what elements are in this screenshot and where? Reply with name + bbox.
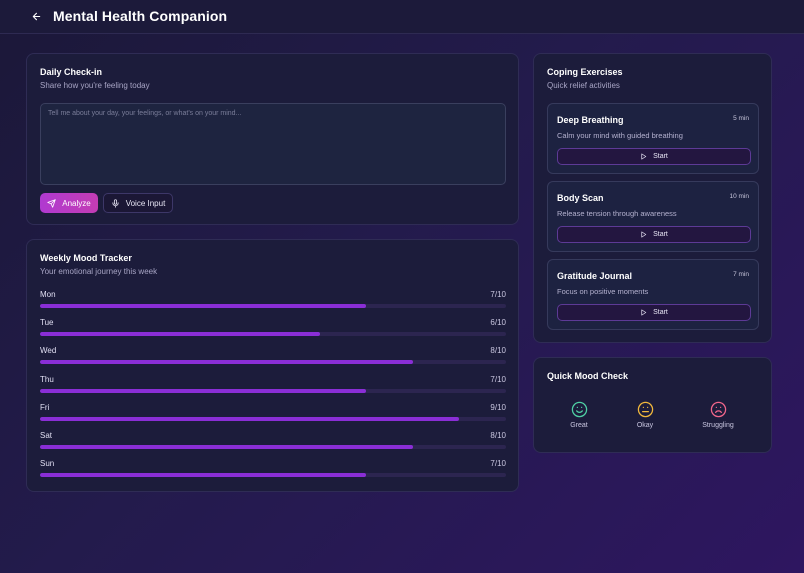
- exercise-title: Gratitude Journal: [557, 271, 633, 281]
- exercise-duration: 7 min: [733, 271, 749, 278]
- quick-mood-check-card: Quick Mood Check Great Okay Struggling: [533, 357, 772, 453]
- mood-option-label: Okay: [636, 422, 654, 429]
- tracker-subtitle: Your emotional journey this week: [40, 267, 158, 276]
- mood-bar-track: [40, 304, 506, 308]
- exercise-duration: 10 min: [729, 193, 749, 200]
- exercise-duration: 5 min: [733, 115, 749, 122]
- exercise-title: Body Scan: [557, 193, 604, 203]
- back-button[interactable]: [28, 8, 44, 24]
- mood-row: Mon 7/10: [40, 290, 506, 310]
- mood-bar-fill: [40, 445, 413, 449]
- mood-bar-fill: [40, 473, 367, 477]
- coping-title: Coping Exercises: [547, 67, 623, 77]
- mood-bar-fill: [40, 360, 413, 364]
- coping-subtitle: Quick relief activities: [547, 81, 620, 90]
- start-gratitude-journal-button[interactable]: Start: [557, 304, 751, 321]
- checkin-textarea[interactable]: [40, 103, 506, 185]
- microphone-icon: [112, 198, 119, 208]
- mood-day-label: Wed: [40, 346, 57, 355]
- mood-score: 8/10: [490, 346, 506, 355]
- mood-bar-track: [40, 445, 506, 449]
- mood-bar-fill: [40, 304, 367, 308]
- mood-option-struggling[interactable]: Struggling: [693, 401, 743, 435]
- start-body-scan-button[interactable]: Start: [557, 226, 751, 243]
- mood-bar-track: [40, 360, 506, 364]
- weekly-mood-tracker-card: Weekly Mood Tracker Your emotional journ…: [26, 239, 519, 492]
- voice-input-button[interactable]: Voice Input: [103, 193, 173, 213]
- mood-row: Sat 8/10: [40, 431, 506, 451]
- exercise-description: Release tension through awareness: [557, 209, 677, 218]
- exercise-card-deep-breathing: Deep Breathing 5 min Calm your mind with…: [547, 103, 759, 174]
- mood-bar-fill: [40, 389, 367, 393]
- analyze-button-label: Analyze: [62, 198, 91, 208]
- analyze-button[interactable]: Analyze: [40, 193, 98, 213]
- mood-bar-fill: [40, 417, 460, 421]
- exercise-description: Focus on positive moments: [557, 287, 649, 296]
- mood-option-great[interactable]: Great: [554, 401, 604, 435]
- play-icon: [641, 153, 647, 160]
- exercise-description: Calm your mind with guided breathing: [557, 131, 683, 140]
- mood-bar-fill: [40, 332, 320, 336]
- exercise-card-body-scan: Body Scan 10 min Release tension through…: [547, 181, 759, 252]
- mood-day-label: Fri: [40, 403, 50, 412]
- play-icon: [641, 309, 647, 316]
- start-button-label: Start: [653, 309, 668, 316]
- checkin-title: Daily Check-in: [40, 67, 103, 77]
- mood-day-label: Sat: [40, 431, 53, 440]
- mood-score: 7/10: [490, 290, 506, 299]
- mood-score: 8/10: [490, 431, 506, 440]
- mood-day-label: Sun: [40, 459, 55, 468]
- tracker-title: Weekly Mood Tracker: [40, 253, 132, 263]
- play-icon: [641, 231, 647, 238]
- checkin-subtitle: Share how you're feeling today: [40, 81, 150, 90]
- voice-input-label: Voice Input: [125, 198, 166, 208]
- mood-bar-track: [40, 417, 506, 421]
- neutral-face-icon: [637, 401, 653, 418]
- exercise-title: Deep Breathing: [557, 115, 624, 125]
- mood-bar-track: [40, 332, 506, 336]
- mood-row: Tue 6/10: [40, 318, 506, 338]
- mood-row: Thu 7/10: [40, 375, 506, 395]
- page-title: Mental Health Companion: [53, 8, 228, 24]
- arrow-left-icon: [32, 12, 40, 20]
- start-button-label: Start: [653, 153, 668, 160]
- mood-bar-track: [40, 473, 506, 477]
- daily-checkin-card: Daily Check-in Share how you're feeling …: [26, 53, 519, 225]
- mood-day-label: Thu: [40, 375, 54, 384]
- smile-icon: [571, 401, 587, 418]
- start-deep-breathing-button[interactable]: Start: [557, 148, 751, 165]
- frown-icon: [710, 401, 726, 418]
- mood-score: 9/10: [490, 403, 506, 412]
- mood-day-label: Tue: [40, 318, 54, 327]
- send-icon: [47, 198, 56, 208]
- app-header: Mental Health Companion: [0, 0, 804, 34]
- mood-option-label: Great: [570, 422, 588, 429]
- quick-mood-title: Quick Mood Check: [547, 371, 629, 381]
- mood-row: Wed 8/10: [40, 346, 506, 366]
- mood-day-label: Mon: [40, 290, 56, 299]
- mood-row: Fri 9/10: [40, 403, 506, 423]
- coping-exercises-card: Coping Exercises Quick relief activities…: [533, 53, 772, 343]
- mood-option-okay[interactable]: Okay: [620, 401, 670, 435]
- mood-bar-track: [40, 389, 506, 393]
- start-button-label: Start: [653, 231, 668, 238]
- exercise-card-gratitude-journal: Gratitude Journal 7 min Focus on positiv…: [547, 259, 759, 330]
- mood-row: Sun 7/10: [40, 459, 506, 479]
- mood-score: 7/10: [490, 459, 506, 468]
- mood-score: 6/10: [490, 318, 506, 327]
- mood-option-label: Struggling: [702, 422, 734, 429]
- mood-score: 7/10: [490, 375, 506, 384]
